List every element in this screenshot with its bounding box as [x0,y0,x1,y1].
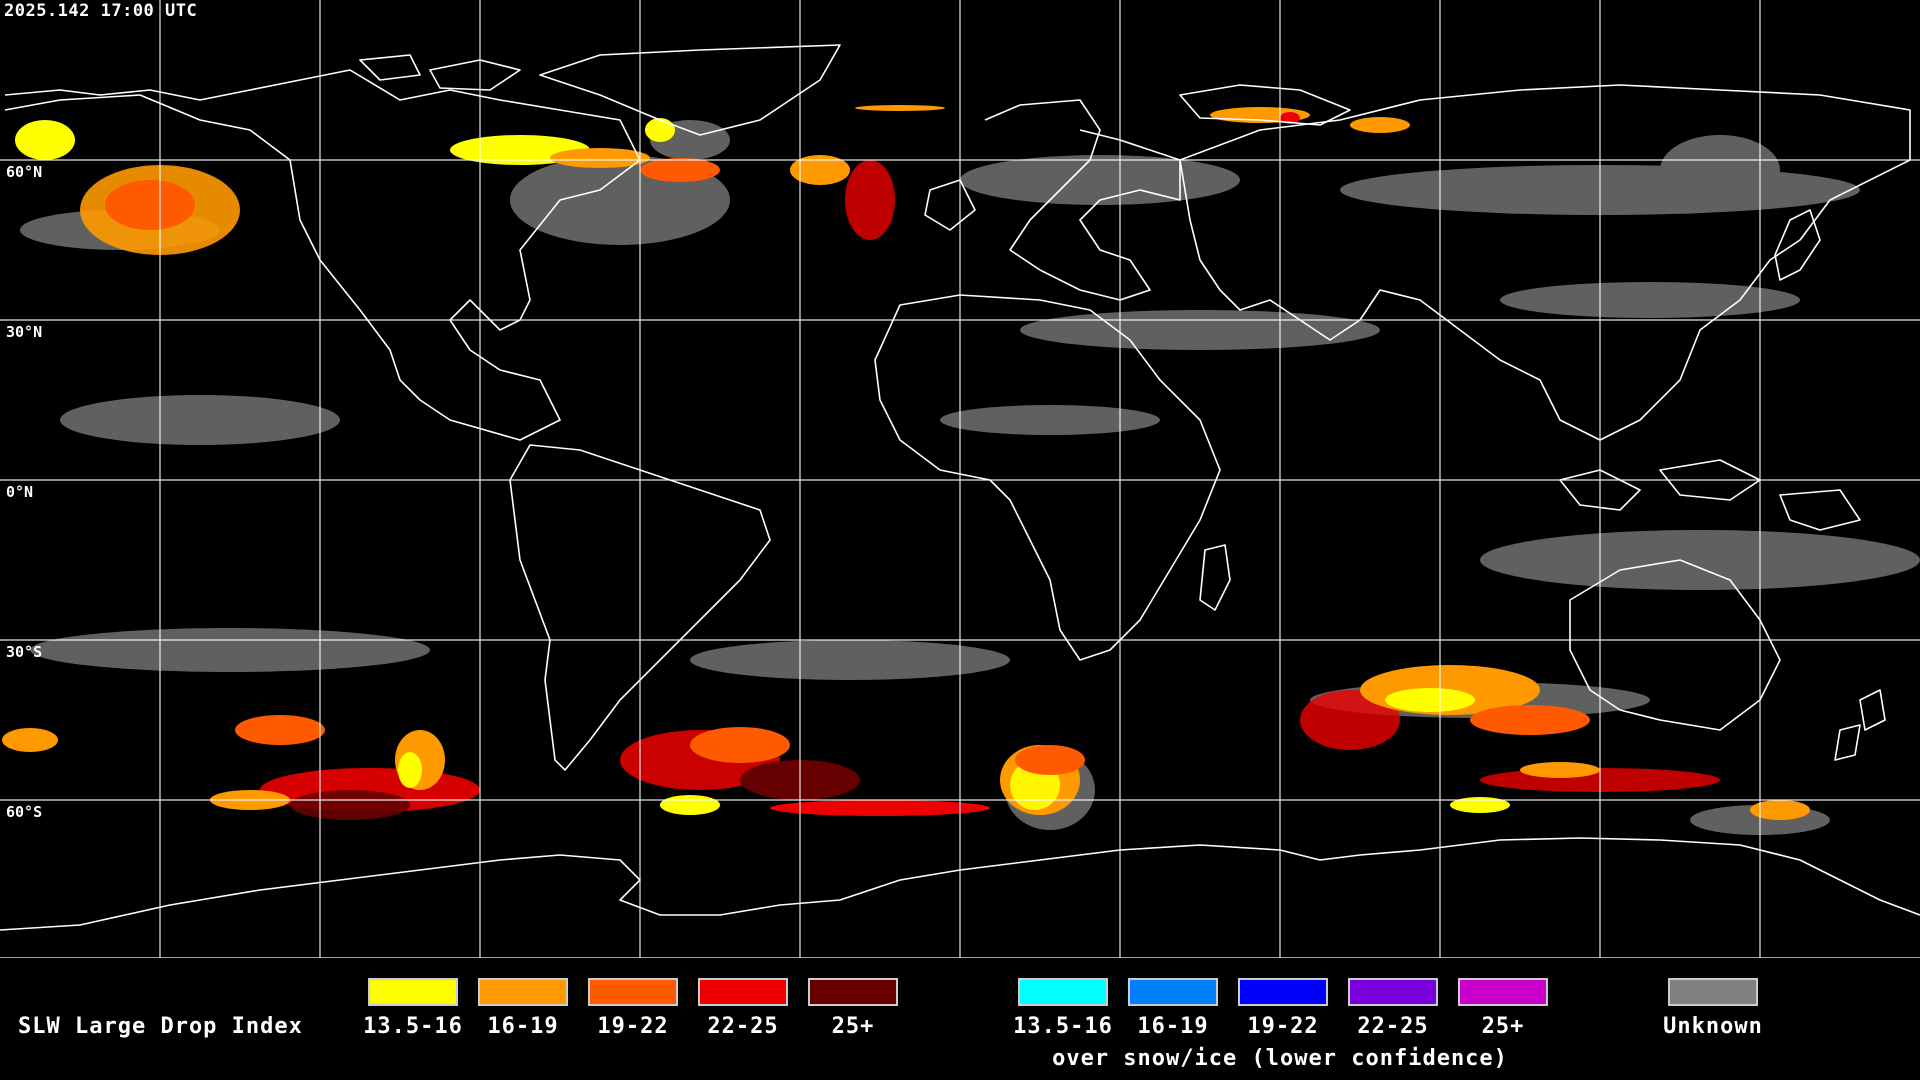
label-main-5: 25+ [831,1014,875,1039]
lat-label-60s: 60°S [6,803,43,821]
slw-northern-patches [15,105,1410,255]
label-main-2: 16-19 [487,1014,559,1039]
lat-label-30n: 30°N [6,323,43,341]
world-map [0,0,1920,958]
lat-label-30s: 30°S [6,643,43,661]
swatch-main-5 [808,978,898,1006]
snow-ice-caption: over snow/ice (lower confidence) [1052,1046,1508,1071]
timestamp: 2025.142 17:00 UTC [4,1,198,21]
label-unknown: Unknown [1663,1014,1763,1039]
swatch-snow-4 [1348,978,1438,1006]
swatch-snow-2 [1128,978,1218,1006]
label-snow-3: 19-22 [1247,1014,1319,1039]
label-main-4: 22-25 [707,1014,779,1039]
swatch-main-1 [368,978,458,1006]
swatch-main-2 [478,978,568,1006]
slw-southern-patches [2,665,1810,820]
lat-label-0n: 0°N [6,483,34,501]
label-snow-1: 13.5-16 [1013,1014,1113,1039]
lat-lon-grid [0,0,1920,958]
label-snow-5: 25+ [1481,1014,1525,1039]
swatch-snow-1 [1018,978,1108,1006]
lat-label-60n: 60°N [6,163,43,181]
label-main-3: 19-22 [597,1014,669,1039]
legend: SLW Large Drop Index 13.5-16 16-19 19-22… [0,960,1920,1080]
swatch-snow-5 [1458,978,1548,1006]
label-main-1: 13.5-16 [363,1014,463,1039]
label-snow-4: 22-25 [1357,1014,1429,1039]
legend-title: SLW Large Drop Index [18,1014,303,1039]
swatch-snow-3 [1238,978,1328,1006]
label-snow-2: 16-19 [1137,1014,1209,1039]
swatch-main-3 [588,978,678,1006]
swatch-unknown [1668,978,1758,1006]
swatch-main-4 [698,978,788,1006]
coastlines [0,44,1920,931]
